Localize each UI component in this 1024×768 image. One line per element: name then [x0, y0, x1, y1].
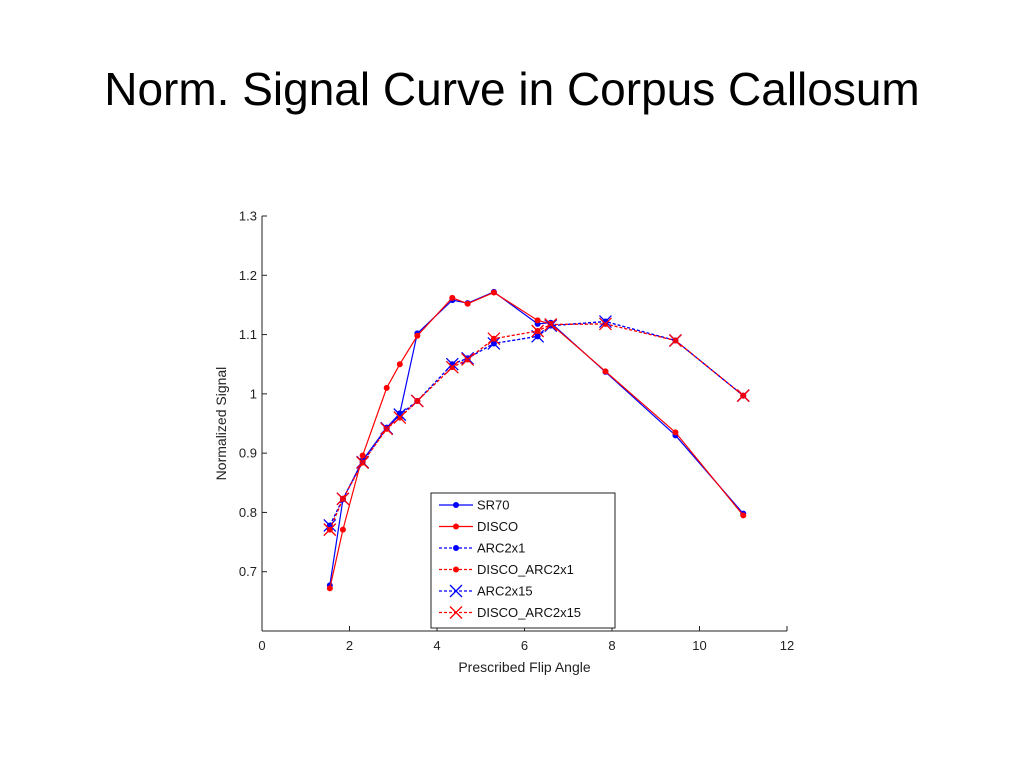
legend-label: DISCO: [477, 519, 518, 534]
y-tick-label: 0.9: [239, 446, 257, 461]
data-point: [668, 334, 682, 347]
y-tick-label: 1.1: [239, 327, 257, 342]
legend-marker: [453, 545, 459, 551]
x-tick-label: 12: [780, 638, 794, 653]
data-point: [393, 411, 407, 425]
data-point: [326, 585, 333, 592]
legend-entry: ARC2x1: [439, 541, 525, 556]
legend-marker: [449, 584, 463, 598]
legend-marker: [453, 523, 459, 530]
slide-title: Norm. Signal Curve in Corpus Callosum: [104, 63, 920, 115]
data-point: [461, 351, 475, 365]
data-point: [396, 361, 403, 368]
legend-label: ARC2x1: [477, 541, 525, 556]
data-point: [383, 384, 390, 391]
series-disco-arc2x15: [323, 317, 750, 537]
series-line: [329, 291, 744, 589]
data-point: [461, 353, 475, 366]
data-point: [323, 523, 337, 537]
x-tick-label: 8: [608, 638, 615, 653]
y-tick-label: 1.2: [239, 268, 257, 283]
legend-label: DISCO_ARC2x1: [477, 562, 574, 577]
data-point: [544, 318, 558, 331]
y-axis-label: Normalized Signal: [213, 367, 229, 481]
data-point: [490, 289, 497, 296]
data-point: [534, 317, 541, 324]
legend-entry: DISCO_ARC2x15: [439, 605, 581, 620]
x-tick-label: 10: [692, 638, 706, 653]
x-tick-label: 6: [521, 638, 528, 653]
data-point: [740, 512, 747, 519]
data-point: [487, 337, 501, 350]
chart-series: [323, 288, 750, 592]
series-line: [329, 320, 744, 526]
data-point: [544, 319, 558, 333]
data-point: [449, 294, 456, 301]
data-point: [380, 422, 394, 436]
legend-entry: DISCO: [439, 519, 518, 534]
chart-legend: SR70 DISCO ARC2x1 DISCO_ARC2x1 ARC2x15 DISCO_…: [430, 492, 616, 629]
x-tick-label: 4: [433, 638, 440, 653]
data-point: [464, 300, 471, 307]
data-point: [359, 452, 366, 459]
data-point: [445, 357, 459, 371]
data-point: [339, 526, 346, 533]
chart-axes: 0 2 4 6 8 10 12 0.7 0.8 0.9 1 1.1 1.2 1.3: [239, 209, 794, 654]
data-point: [445, 360, 459, 374]
y-tick-label: 0.7: [239, 564, 257, 579]
legend-label: ARC2x15: [477, 584, 533, 599]
legend-box: [430, 492, 616, 629]
y-tick-label: 1: [250, 386, 257, 401]
y-tick-label: 1.3: [239, 209, 257, 224]
y-tick-label: 0.8: [239, 505, 257, 520]
data-point: [736, 389, 750, 403]
legend-entry: SR70: [439, 498, 510, 513]
x-tick-label: 0: [258, 638, 265, 653]
data-point: [598, 317, 612, 331]
data-point: [323, 519, 337, 532]
data-point: [602, 368, 609, 375]
legend-entry: ARC2x15: [439, 584, 533, 599]
legend-marker: [453, 502, 459, 508]
legend-label: DISCO_ARC2x15: [477, 605, 581, 620]
data-point: [487, 332, 501, 346]
x-tick-label: 2: [346, 638, 353, 653]
data-point: [672, 429, 679, 436]
data-point: [598, 315, 612, 328]
legend-entry: DISCO_ARC2x1: [439, 562, 574, 577]
data-point: [531, 324, 545, 338]
legend-marker: [453, 566, 459, 573]
legend-label: SR70: [477, 498, 510, 513]
data-point: [414, 332, 421, 339]
legend-marker: [449, 606, 463, 619]
data-point: [393, 408, 407, 422]
data-point: [356, 456, 370, 470]
data-point: [336, 492, 350, 506]
series-line: [329, 323, 744, 530]
x-axis-label: Prescribed Flip Angle: [458, 659, 591, 675]
data-point: [531, 329, 545, 343]
data-point: [410, 394, 424, 408]
